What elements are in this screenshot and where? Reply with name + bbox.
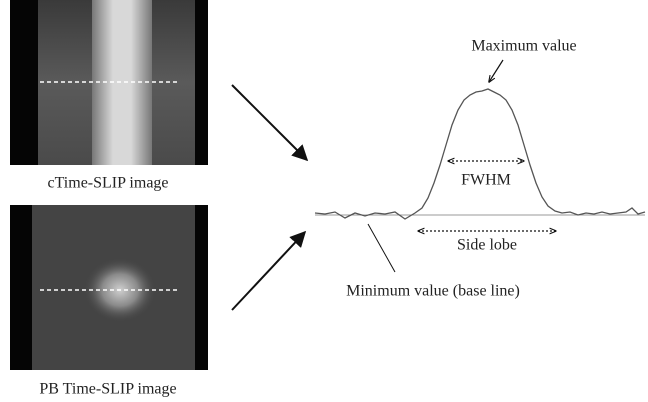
annotation-arrow bbox=[489, 60, 503, 82]
annotation-pointer bbox=[368, 224, 395, 272]
arrow bbox=[232, 85, 307, 160]
arrow bbox=[232, 232, 305, 310]
annotation: Maximum value bbox=[471, 38, 576, 55]
diagram: cTime-SLIP image PB Time-SLIP image Maxi… bbox=[0, 0, 648, 402]
pb-time-slip-image bbox=[10, 205, 208, 370]
annotation: Side lobe bbox=[457, 237, 517, 254]
image-label: PB Time-SLIP image bbox=[39, 381, 176, 398]
page: cTime-SLIP image PB Time-SLIP image Maxi… bbox=[0, 0, 648, 402]
annotation: FWHM bbox=[461, 172, 511, 189]
ctime-slip-image bbox=[10, 0, 208, 165]
image-label: cTime-SLIP image bbox=[47, 175, 168, 192]
annotation: Minimum value (base line) bbox=[346, 283, 520, 300]
profile-curve bbox=[315, 89, 645, 219]
